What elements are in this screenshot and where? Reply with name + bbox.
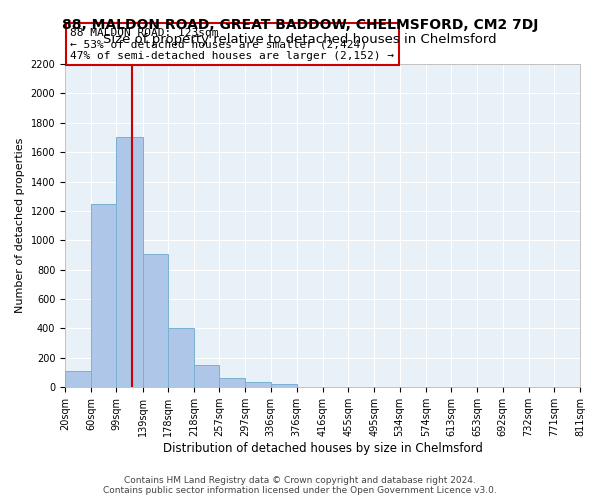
Bar — [116, 138, 143, 387]
Bar — [271, 384, 297, 387]
Bar — [220, 378, 245, 387]
Bar — [168, 328, 194, 387]
X-axis label: Distribution of detached houses by size in Chelmsford: Distribution of detached houses by size … — [163, 442, 482, 455]
Bar — [91, 204, 116, 387]
Y-axis label: Number of detached properties: Number of detached properties — [15, 138, 25, 314]
Bar — [194, 365, 220, 387]
Text: Size of property relative to detached houses in Chelmsford: Size of property relative to detached ho… — [103, 32, 497, 46]
Bar — [143, 254, 168, 387]
Text: 88 MALDON ROAD: 123sqm
← 53% of detached houses are smaller (2,424)
47% of semi-: 88 MALDON ROAD: 123sqm ← 53% of detached… — [70, 28, 394, 61]
Bar — [245, 382, 271, 387]
Bar — [65, 371, 91, 387]
Text: Contains HM Land Registry data © Crown copyright and database right 2024.
Contai: Contains HM Land Registry data © Crown c… — [103, 476, 497, 495]
Text: 88, MALDON ROAD, GREAT BADDOW, CHELMSFORD, CM2 7DJ: 88, MALDON ROAD, GREAT BADDOW, CHELMSFOR… — [62, 18, 538, 32]
